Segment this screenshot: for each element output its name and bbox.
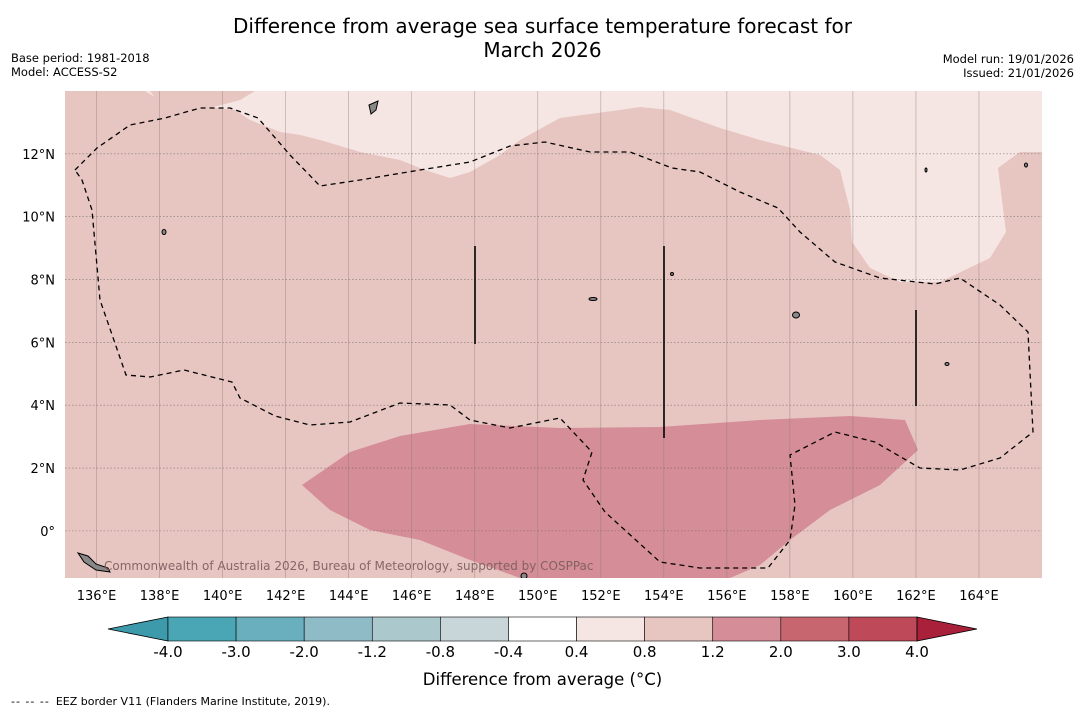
colorbar-extend-high — [916, 616, 978, 642]
island — [76, 552, 111, 573]
colorbar-segment — [235, 616, 305, 642]
lon-tick-label: 146°E — [392, 589, 432, 604]
colorbar-tick-label: -4.0 — [153, 643, 183, 661]
lon-tick-label: 150°E — [518, 589, 558, 604]
islands — [76, 100, 1028, 578]
lon-tick-label: 154°E — [644, 589, 684, 604]
colorbar-tick-label: 2.0 — [768, 643, 793, 661]
colorbar-tick-label: 0.8 — [632, 643, 657, 661]
chart-title: Difference from average sea surface temp… — [0, 14, 1085, 62]
island — [520, 572, 528, 578]
meta-right: Model run: 19/01/2026 Issued: 21/01/2026 — [943, 52, 1074, 80]
lat-tick-label: 10°N — [22, 211, 55, 226]
model-run: Model run: 19/01/2026 — [942, 52, 1074, 66]
anomaly-region-0.8-1.2-east-edge — [1034, 440, 1042, 466]
colorbar-extend-low — [107, 616, 169, 642]
colorbar-segment — [576, 616, 645, 642]
island — [944, 362, 950, 366]
anomaly-region-0.8-1.2-patch — [150, 91, 255, 115]
island — [368, 100, 379, 115]
colorbar-tick-label: 4.0 — [905, 643, 929, 661]
longitude-labels: 136°E 138°E 140°E 142°E 144°E 146°E 148°E 150°E… — [77, 589, 999, 604]
eez-border — [74, 107, 1034, 569]
colorbar-segment — [371, 616, 441, 642]
issued-date: Issued: 21/01/2026 — [963, 66, 1074, 80]
lat-tick-label: 6°N — [31, 336, 56, 351]
colorbar-ticks: -4.0 -3.0 -2.0 -1.2 -0.8 -0.4 0.4 0.8 1.2 2.0 3.0 4… — [0, 643, 1085, 663]
colorbar-segment — [848, 616, 918, 642]
colorbar-segment — [167, 616, 237, 642]
lon-tick-label: 138°E — [140, 589, 180, 604]
lon-tick-label: 136°E — [77, 589, 117, 604]
eez-legend-dash: -- -- -- — [11, 695, 50, 708]
model-name: Model: ACCESS-S2 — [11, 65, 118, 79]
lon-tick-label: 164°E — [959, 589, 999, 604]
lon-tick-label: 148°E — [455, 589, 495, 604]
colorbar-tick-label: -2.0 — [289, 643, 319, 661]
colorbar-segment — [508, 616, 577, 642]
island — [161, 229, 167, 235]
island — [588, 297, 598, 301]
colorbar-tick-label: -1.2 — [357, 643, 387, 661]
copyright-text: Commonwealth of Australia 2026, Bureau o… — [104, 559, 594, 573]
lon-tick-label: 142°E — [266, 589, 306, 604]
footer-note: -- -- -- EEZ border V11 (Flanders Marine … — [11, 695, 330, 708]
lon-tick-label: 158°E — [770, 589, 810, 604]
colorbar-tick-label: 3.0 — [836, 643, 861, 661]
title-line-1: Difference from average sea surface temp… — [232, 14, 852, 38]
footer-text: EEZ border V11 (Flanders Marine Institut… — [55, 695, 330, 708]
colorbar-label: Difference from average (°C) — [422, 670, 663, 689]
colorbar-tick-label: 1.2 — [700, 643, 725, 661]
island — [670, 272, 674, 276]
latitude-labels: 12°N 10°N 8°N 6°N 4°N 2°N 0° — [22, 148, 55, 540]
lon-tick-label: 144°E — [329, 589, 369, 604]
island — [1024, 162, 1028, 168]
lat-tick-label: 12°N — [22, 148, 55, 163]
colorbar-segment — [644, 616, 714, 642]
island — [792, 311, 800, 319]
lon-tick-label: 160°E — [833, 589, 873, 604]
colorbar-tick-label: -0.8 — [425, 643, 455, 661]
anomaly-region-0.4-0.8-north — [65, 91, 1042, 282]
colorbar-tick-label: -0.4 — [493, 643, 524, 661]
lat-tick-label: 0° — [40, 525, 55, 540]
anomaly-region-1.2-2.0 — [302, 416, 918, 578]
colorbar-segment — [440, 616, 509, 642]
colorbar-segment — [303, 616, 373, 642]
base-period: Base period: 1981-2018 — [11, 51, 150, 65]
colorbar-segment — [780, 616, 850, 642]
lat-tick-label: 2°N — [31, 462, 56, 477]
colorbar-tick-label: -3.0 — [221, 643, 251, 661]
title-line-2: March 2026 — [483, 38, 602, 62]
colorbar-tick-label: 0.4 — [564, 643, 589, 661]
lon-tick-label: 152°E — [581, 589, 621, 604]
lon-tick-label: 156°E — [707, 589, 747, 604]
lat-tick-label: 4°N — [31, 399, 56, 414]
meta-left: Base period: 1981-2018 Model: ACCESS-S2 — [11, 51, 150, 79]
lat-tick-label: 8°N — [31, 274, 56, 289]
lon-tick-label: 162°E — [896, 589, 936, 604]
lon-tick-label: 140°E — [203, 589, 243, 604]
island — [924, 167, 928, 173]
colorbar-segment — [712, 616, 782, 642]
colorbar — [107, 616, 978, 642]
